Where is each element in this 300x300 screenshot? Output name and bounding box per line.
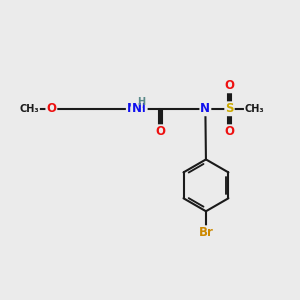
Text: N: N xyxy=(200,102,210,115)
Text: O: O xyxy=(155,125,165,138)
Text: Br: Br xyxy=(199,226,213,239)
Text: CH₃: CH₃ xyxy=(20,104,39,114)
Text: N: N xyxy=(132,102,142,115)
Text: O: O xyxy=(224,125,235,138)
Text: CH₃: CH₃ xyxy=(245,104,264,114)
Text: O: O xyxy=(46,102,56,115)
Text: O: O xyxy=(224,79,235,92)
Text: H: H xyxy=(137,97,146,107)
Text: S: S xyxy=(225,102,234,115)
Text: NH: NH xyxy=(127,102,147,115)
